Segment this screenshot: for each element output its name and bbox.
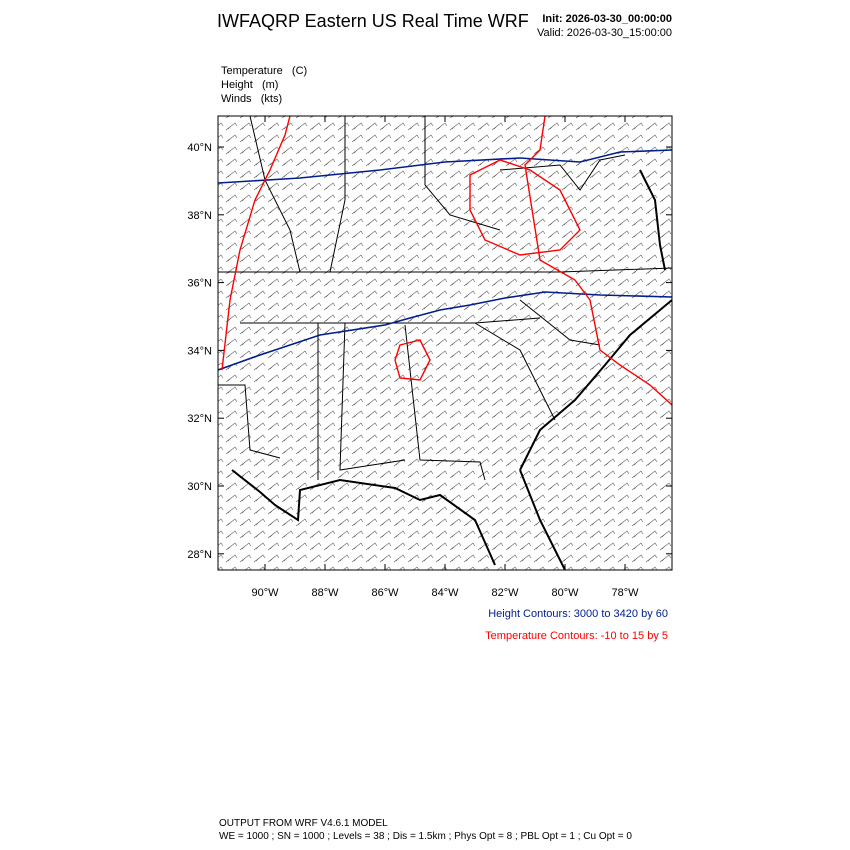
lat-label: 30°N: [187, 481, 212, 493]
lon-label: 80°W: [551, 587, 579, 599]
valid-time: Valid: 2026-03-30_15:00:00: [537, 27, 672, 39]
wind-barbs: [218, 116, 672, 570]
lon-label: 88°W: [311, 587, 339, 599]
field-label: Height (m): [221, 79, 278, 91]
footer-line: OUTPUT FROM WRF V4.6.1 MODEL: [219, 818, 388, 829]
state-borders: [218, 116, 672, 481]
footer-line: WE = 1000 ; SN = 1000 ; Levels = 38 ; Di…: [219, 831, 632, 842]
lon-label: 86°W: [371, 587, 399, 599]
field-label: Winds (kts): [221, 93, 282, 105]
lat-label: 32°N: [187, 413, 212, 425]
lon-label: 84°W: [431, 587, 459, 599]
field-label: Temperature (C): [221, 65, 307, 77]
coastline: [231, 169, 672, 570]
map-plot: [218, 116, 672, 570]
lat-label: 36°N: [187, 278, 212, 290]
lat-label: 28°N: [187, 549, 212, 561]
height-contour-legend: Height Contours: 3000 to 3420 by 60: [488, 608, 668, 620]
temperature-contours: [221, 116, 672, 406]
title: IWFAQRP Eastern US Real Time WRF: [217, 11, 529, 31]
lat-label: 40°N: [187, 142, 212, 154]
lat-label: 34°N: [187, 345, 212, 357]
temperature-contour-legend: Temperature Contours: -10 to 15 by 5: [485, 630, 668, 642]
lon-label: 90°W: [251, 587, 279, 599]
lon-label: 78°W: [611, 587, 639, 599]
lon-label: 82°W: [491, 587, 519, 599]
height-contours: [218, 149, 672, 371]
init-time: Init: 2026-03-30_00:00:00: [542, 13, 672, 25]
map-ticks: 40°N 38°N 36°N 34°N 32°N 30°N 28°N 90°W 88°W 86°W…: [187, 116, 672, 599]
lat-label: 38°N: [187, 210, 212, 222]
